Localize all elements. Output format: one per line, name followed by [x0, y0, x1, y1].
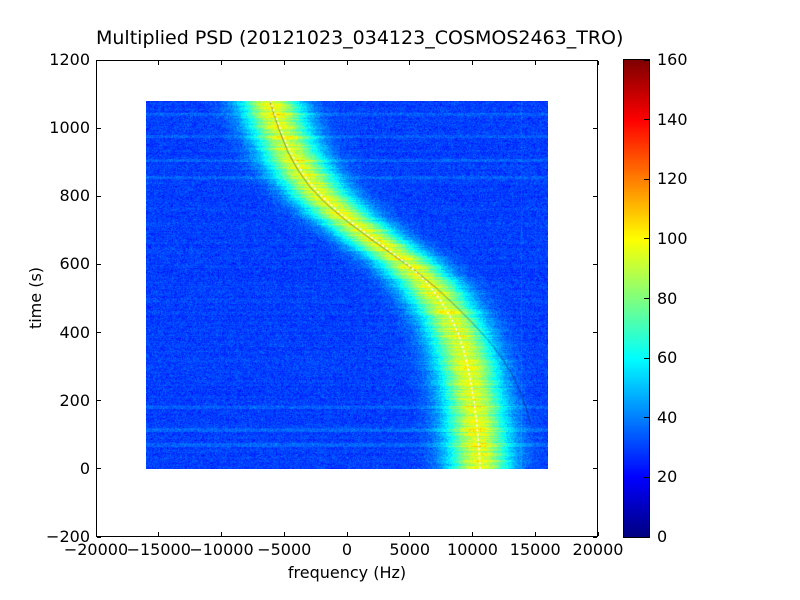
y-tick: [97, 59, 101, 61]
colorbar-tick-label: 40: [657, 407, 678, 427]
y-tick: [97, 127, 101, 129]
colorbar-tick: [644, 238, 649, 240]
heatmap-canvas: [146, 101, 548, 469]
colorbar-tick: [644, 178, 649, 180]
x-tick-label: 0: [341, 540, 353, 559]
colorbar-tick: [644, 536, 649, 538]
x-tick-label: 15000: [509, 540, 561, 559]
colorbar-tick: [644, 476, 649, 478]
plot-area: [96, 60, 598, 537]
y-tick-right: [593, 468, 597, 470]
y-tick: [97, 263, 101, 265]
colorbar-tick: [644, 59, 649, 61]
y-tick-label: 400: [59, 322, 90, 342]
colorbar-tick: [644, 417, 649, 419]
y-tick-right: [593, 195, 597, 197]
colorbar-tick: [644, 298, 649, 299]
y-tick: [97, 468, 101, 470]
x-axis-label: frequency (Hz): [287, 563, 407, 582]
x-tick-top: [95, 61, 97, 65]
y-tick-label: −200: [46, 527, 90, 546]
colorbar-tick: [644, 119, 649, 121]
x-tick-label: −10000: [189, 540, 254, 559]
y-tick-label: 0: [79, 458, 90, 478]
y-tick-right: [593, 263, 597, 265]
x-tick-top: [534, 61, 536, 65]
y-tick-right: [593, 59, 597, 61]
y-tick-label: 1200: [49, 50, 90, 69]
x-tick: [95, 532, 97, 536]
x-tick-label: −20000: [63, 540, 129, 559]
x-tick: [534, 532, 536, 536]
y-tick: [97, 195, 101, 197]
plot-title: Multiplied PSD (20121023_034123_COSMOS24…: [96, 27, 624, 49]
colorbar-tick-label: 120: [657, 169, 688, 189]
x-tick-label: 20000: [572, 540, 624, 559]
x-tick: [283, 532, 285, 536]
x-tick-top: [472, 61, 473, 65]
x-tick: [409, 532, 411, 536]
x-tick: [472, 532, 473, 536]
colorbar-tick-label: 80: [657, 288, 678, 308]
y-tick-right: [593, 400, 597, 402]
x-tick-top: [346, 61, 348, 65]
y-tick-label: 200: [59, 390, 90, 410]
x-tick-label: −15000: [126, 540, 191, 559]
y-tick-label: 800: [59, 186, 90, 206]
x-tick-top: [158, 61, 160, 65]
colorbar-tick-label: 0: [657, 527, 668, 546]
x-tick-top: [221, 61, 222, 65]
colorbar-tick-label: 140: [657, 109, 688, 129]
x-tick-top: [597, 61, 599, 65]
x-tick-top: [283, 61, 285, 65]
x-tick: [221, 532, 222, 536]
colorbar-tick-label: 60: [657, 348, 678, 368]
colorbar-tick: [644, 357, 649, 359]
x-tick: [158, 532, 160, 536]
y-tick: [97, 400, 101, 402]
y-tick-right: [593, 536, 597, 538]
x-tick: [346, 532, 348, 536]
x-tick-label: 5000: [389, 540, 431, 559]
y-axis-label: time (s): [26, 266, 45, 330]
y-tick-label: 600: [59, 254, 90, 274]
x-tick-label: −5000: [257, 540, 312, 559]
x-tick: [597, 532, 599, 536]
y-tick-right: [593, 332, 597, 334]
colorbar-tick-label: 20: [657, 467, 678, 487]
x-tick-top: [409, 61, 411, 65]
x-tick-label: 10000: [447, 540, 498, 559]
y-tick: [97, 536, 101, 538]
y-tick-right: [593, 127, 597, 129]
colorbar-tick-label: 100: [657, 228, 688, 248]
y-tick: [97, 332, 101, 334]
colorbar-tick-label: 160: [657, 50, 688, 69]
y-tick-label: 1000: [49, 118, 90, 138]
